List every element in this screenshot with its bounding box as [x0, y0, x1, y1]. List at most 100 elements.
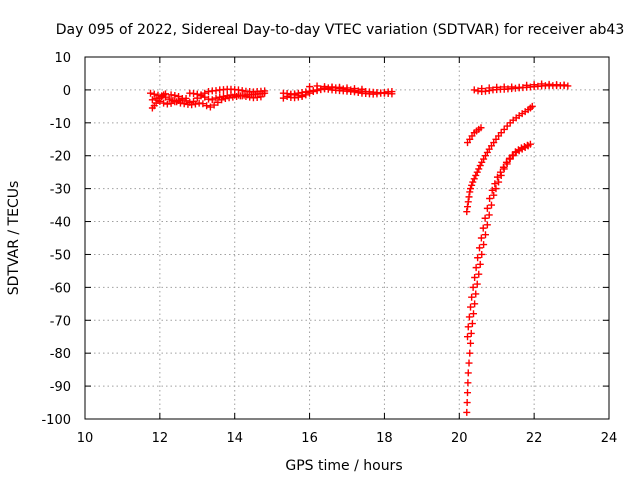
data-point — [496, 168, 504, 176]
data-point — [481, 214, 489, 222]
data-point — [553, 81, 561, 89]
data-point — [473, 280, 481, 288]
data-point — [488, 186, 496, 194]
data-point — [467, 339, 475, 347]
y-tick-label: -80 — [50, 347, 71, 362]
data-point — [203, 102, 211, 110]
data-point — [199, 100, 207, 108]
data-point — [538, 80, 546, 88]
data-point — [336, 83, 344, 91]
series-2 — [470, 80, 572, 96]
data-point — [485, 211, 493, 219]
data-point — [306, 83, 314, 91]
data-point — [515, 83, 523, 91]
data-point — [210, 101, 218, 109]
data-point — [257, 93, 265, 101]
data-point — [466, 188, 474, 196]
data-point — [463, 408, 471, 416]
data-point — [156, 97, 164, 105]
y-tick-label: -40 — [50, 216, 71, 231]
data-point — [358, 85, 366, 93]
data-point — [477, 234, 485, 242]
data-point — [343, 84, 351, 92]
data-point — [467, 329, 475, 337]
data-point — [492, 185, 500, 193]
data-point — [499, 163, 507, 171]
data-point — [167, 99, 175, 107]
data-point — [321, 83, 329, 91]
x-tick-label: 22 — [526, 431, 543, 446]
x-tick-label: 14 — [226, 431, 243, 446]
data-point — [464, 369, 472, 377]
data-point — [469, 283, 477, 291]
data-point — [201, 93, 209, 101]
data-point — [483, 204, 491, 212]
data-point — [469, 178, 477, 186]
data-point — [350, 85, 358, 93]
data-point — [487, 201, 495, 209]
data-point — [464, 389, 472, 397]
y-tick-label: -60 — [50, 281, 71, 296]
plot-frame — [84, 56, 610, 420]
data-point — [214, 98, 222, 106]
data-point — [474, 254, 482, 262]
data-point — [464, 323, 472, 331]
series-4 — [463, 140, 534, 416]
data-point — [528, 102, 536, 110]
data-point — [468, 320, 476, 328]
data-point — [493, 173, 501, 181]
data-point — [472, 290, 480, 298]
data-point — [490, 191, 498, 199]
data-point — [564, 82, 572, 90]
x-tick-label: 24 — [601, 431, 618, 446]
data-point — [560, 81, 568, 89]
data-point — [165, 95, 173, 103]
data-point — [152, 94, 160, 102]
data-point — [477, 124, 485, 132]
data-point — [479, 224, 487, 232]
data-point — [298, 92, 306, 100]
data-point — [206, 103, 214, 111]
data-point — [470, 310, 478, 318]
data-point — [464, 379, 472, 387]
data-point — [306, 89, 314, 97]
y-tick-label: 10 — [54, 51, 71, 66]
chart-title: Day 095 of 2022, Sidereal Day-to-day VTE… — [56, 22, 625, 38]
data-point — [530, 81, 538, 89]
data-point — [175, 96, 183, 104]
data-point — [309, 88, 317, 96]
data-point — [182, 94, 190, 102]
data-point — [478, 250, 486, 258]
data-point — [478, 85, 486, 93]
data-point — [502, 158, 510, 166]
data-point — [328, 83, 336, 91]
data-point — [464, 333, 472, 341]
y-tick-label: -20 — [50, 150, 71, 165]
y-tick-label: -30 — [50, 183, 71, 198]
data-point — [493, 83, 501, 91]
data-point — [526, 140, 534, 148]
data-point — [481, 231, 489, 239]
data-point — [471, 300, 479, 308]
data-point — [190, 97, 198, 105]
data-point — [212, 94, 220, 102]
data-point — [472, 264, 480, 272]
data-point — [464, 203, 472, 211]
data-point — [472, 171, 480, 179]
data-point — [466, 349, 474, 357]
data-point — [148, 96, 156, 104]
data-point — [495, 178, 503, 186]
data-point — [500, 83, 508, 91]
data-point — [147, 89, 154, 97]
data-point — [468, 181, 476, 189]
data-point — [473, 168, 481, 176]
data-point — [485, 84, 493, 92]
axis-ticks: 10 12 14 16 18 20 22 24 10 0 -10 -20 -30 -40 -50 -60 -70… — [41, 51, 617, 446]
x-tick-label: 10 — [77, 431, 94, 446]
grid-lines — [85, 57, 609, 419]
data-point — [158, 92, 166, 100]
data-point — [476, 162, 484, 170]
data-point — [468, 293, 476, 301]
x-tick-label: 18 — [376, 431, 393, 446]
